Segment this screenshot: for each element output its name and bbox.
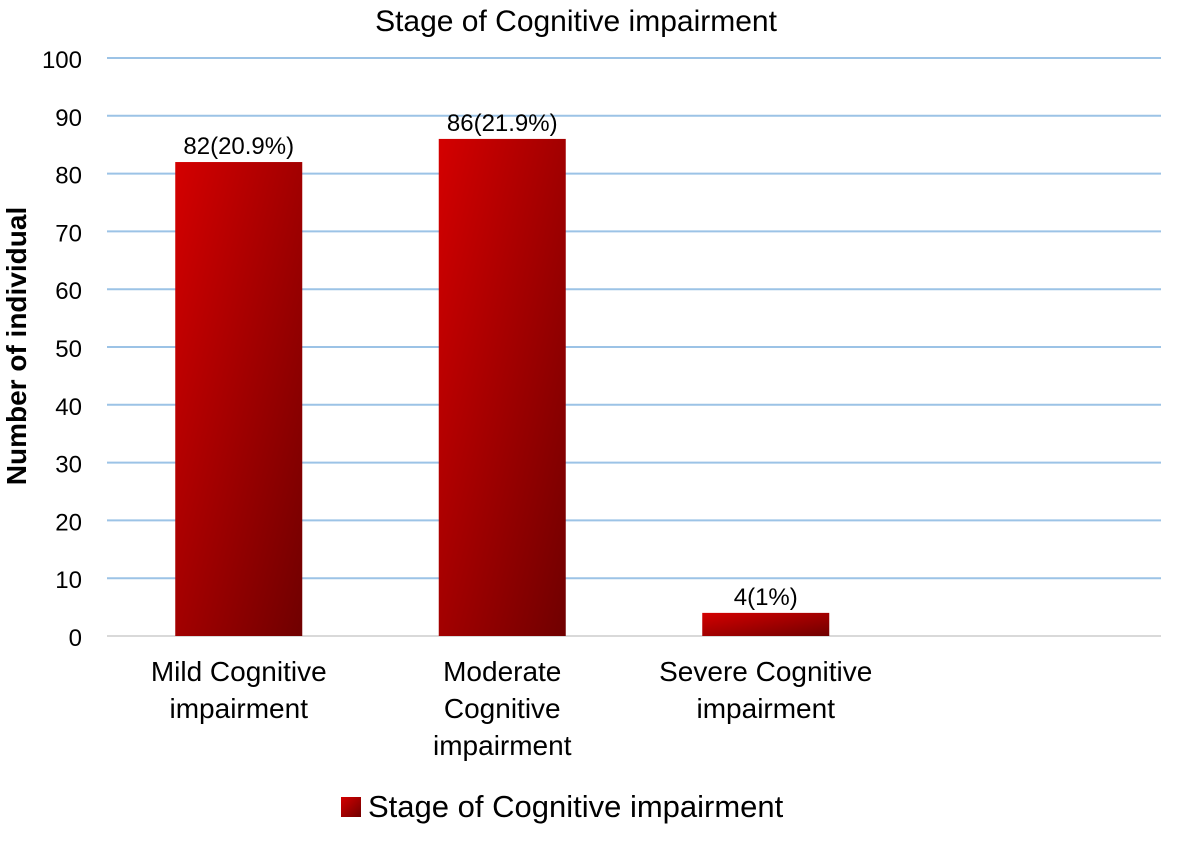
y-tick-label: 60 [55,278,82,305]
y-axis-ticks: 0 10 20 30 40 50 60 70 80 90 100 [42,47,82,652]
data-labels: 82(20.9%) 86(21.9%) 4(1%) [183,110,797,611]
legend-label: Stage of Cognitive impairment [368,789,784,824]
bars [175,138,830,637]
y-tick-label: 50 [55,336,82,363]
y-tick-label: 80 [55,163,82,190]
bar [438,138,566,637]
x-tick-label: Moderate [443,656,561,687]
legend-swatch [341,797,361,817]
y-tick-label: 20 [55,509,82,536]
data-label: 86(21.9%) [447,110,558,137]
x-tick-label: Cognitive [444,693,561,724]
y-tick-label: 10 [55,567,82,594]
x-tick-label: Mild Cognitive [151,656,327,687]
y-tick-label: 70 [55,220,82,247]
bar [702,612,830,636]
data-label: 4(1%) [734,584,798,611]
x-tick-label: impairment [697,693,836,724]
x-tick-label: Severe Cognitive [659,656,872,687]
y-tick-label: 30 [55,452,82,479]
y-tick-label: 90 [55,105,82,132]
y-tick-label: 100 [42,47,82,74]
x-tick-label: impairment [433,730,572,761]
x-tick-label: impairment [170,693,309,724]
y-tick-label: 40 [55,394,82,421]
y-tick-label: 0 [69,625,82,652]
legend: Stage of Cognitive impairment [341,789,784,824]
x-axis-ticks: Mild Cognitive impairment Moderate Cognitiv… [151,656,873,761]
bar [175,162,303,637]
data-label: 82(20.9%) [183,133,294,160]
y-axis-label: Number of individual [1,207,32,485]
chart-title: Stage of Cognitive impairment [375,5,778,38]
